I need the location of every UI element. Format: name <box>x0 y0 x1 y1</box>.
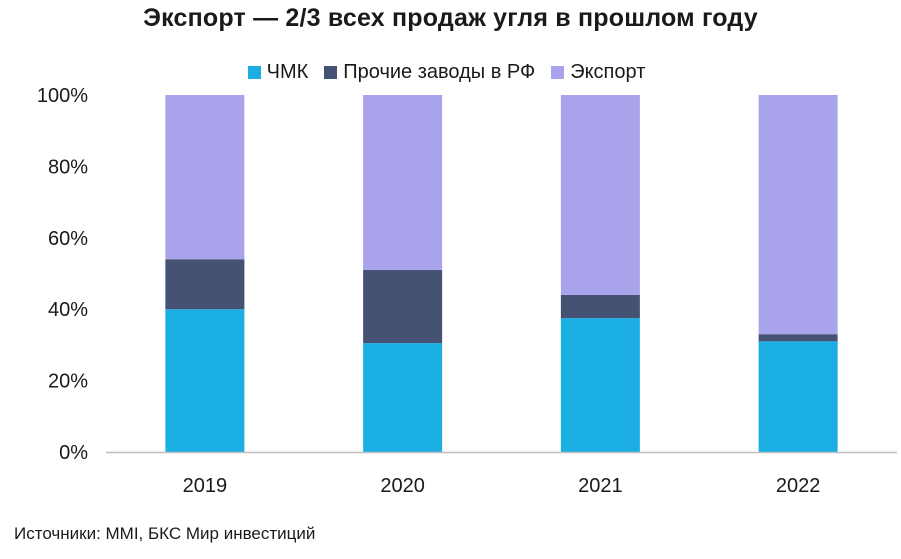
legend-label-chmk: ЧМК <box>266 61 309 83</box>
source-note: Источники: MMI, БКС Мир инвестиций <box>14 524 316 543</box>
legend-item-export: Экспорт <box>551 61 645 84</box>
bar-segment-chmk-2020 <box>363 343 443 452</box>
legend-item-other-plants: Прочие заводы в РФ <box>324 61 535 84</box>
legend-label-other-plants: Прочие заводы в РФ <box>343 61 536 83</box>
x-tick-label: 2022 <box>776 475 821 497</box>
bar-segment-chmk-2019 <box>165 309 245 452</box>
x-tick-label: 2021 <box>578 475 623 497</box>
legend-swatch-export <box>551 66 565 79</box>
bar-segment-export-2019 <box>165 95 245 260</box>
bar-segment-other-plants-2022 <box>758 334 838 342</box>
y-tick-label: 60% <box>48 228 88 250</box>
chart-title: Экспорт — 2/3 всех продаж угля в прошлом… <box>143 4 758 32</box>
legend-label-export: Экспорт <box>570 61 646 83</box>
bar-segment-chmk-2022 <box>758 341 838 452</box>
bar-segment-other-plants-2021 <box>560 294 640 319</box>
bar-segment-chmk-2021 <box>560 318 640 452</box>
y-tick-label: 0% <box>59 442 88 464</box>
x-tick-label: 2020 <box>380 475 425 497</box>
y-tick-label: 40% <box>48 299 88 321</box>
legend-swatch-other-plants <box>324 66 338 79</box>
legend-swatch-chmk <box>247 66 261 79</box>
y-tick-label: 80% <box>48 156 88 178</box>
y-tick-label: 100% <box>37 85 88 107</box>
bar-segment-export-2020 <box>363 95 443 270</box>
x-tick-label: 2019 <box>183 475 228 497</box>
bar-segment-other-plants-2019 <box>165 259 245 310</box>
legend-item-chmk: ЧМК <box>247 61 309 84</box>
bar-segment-export-2021 <box>560 95 640 295</box>
bar-segment-export-2022 <box>758 95 838 335</box>
chart-legend: ЧМК Прочие заводы в РФ Экспорт <box>0 61 901 84</box>
bar-segment-other-plants-2020 <box>363 269 443 344</box>
y-tick-label: 20% <box>48 371 88 393</box>
